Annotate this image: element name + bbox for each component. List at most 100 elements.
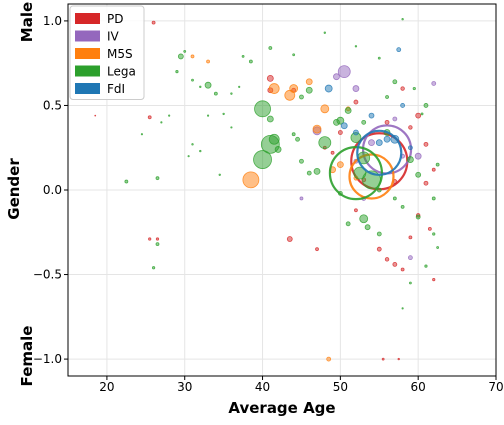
axes: 20 30 40 50 60 70 −1.0 −0.5 0.0 0.5 1.0 <box>33 3 504 394</box>
bubble-point-m5s <box>320 104 330 114</box>
bubble-point-iv <box>299 196 304 201</box>
bubble-point-lega <box>361 119 367 125</box>
bubble-point-pd <box>286 236 293 242</box>
bubble-point-lega <box>168 114 171 117</box>
bubble-point-pd <box>330 150 335 155</box>
y-tick-label: 1.0 <box>43 14 62 28</box>
bubble-point-lega <box>305 86 313 94</box>
bubble-point-m5s <box>326 356 332 362</box>
legend-label-iv: IV <box>107 30 120 44</box>
bubble-point-lega <box>354 45 358 48</box>
bubble-point-lega <box>292 53 296 57</box>
bubble-point-fdi <box>407 145 413 151</box>
bubble-point-lega <box>401 307 404 310</box>
y-tick-label: 0.5 <box>43 98 62 112</box>
bubble-point-lega <box>204 81 212 89</box>
bubbles <box>94 18 440 362</box>
bubble-point-fdi <box>368 112 375 119</box>
bubble-point-pd <box>148 237 152 241</box>
bubble-point-pd <box>337 130 343 135</box>
bubble-point-pd <box>353 99 359 105</box>
bubble-point-pd <box>147 115 152 120</box>
bubble-point-lega <box>420 112 424 116</box>
bubble-point-lega <box>400 205 405 209</box>
bubble-point-pd <box>392 261 398 267</box>
bubble-point-lega <box>175 70 179 74</box>
bubble-point-lega <box>152 266 156 270</box>
bubble-point-lega <box>206 114 210 117</box>
bubble-point-m5s <box>242 171 260 189</box>
bubble-point-pd <box>415 112 422 119</box>
bubble-point-lega <box>436 246 440 249</box>
legend-label-fdi: FdI <box>107 82 125 96</box>
bubble-point-iv <box>333 73 340 81</box>
bubble-point-m5s <box>190 54 195 59</box>
bubble-point-pd <box>423 141 429 147</box>
bubble-point-lega <box>241 55 245 58</box>
bubble-point-fdi <box>353 129 359 136</box>
bubble-point-lega <box>230 126 233 129</box>
bubble-point-lega <box>160 121 163 124</box>
bubble-point-pd <box>376 246 382 252</box>
bubble-point-pd <box>427 226 432 231</box>
bubble-point-iv <box>431 81 437 86</box>
bubble-point-lega <box>274 146 282 153</box>
bubble-point-iv <box>407 255 413 261</box>
bubble-point-pd <box>400 267 405 272</box>
bubble-point-lega <box>345 221 351 227</box>
bubble-point-pd <box>423 180 429 186</box>
legend-swatch-lega <box>75 65 100 77</box>
bubble-point-lega <box>268 46 273 50</box>
bubble-point-lega <box>359 214 369 224</box>
bubble-point-lega <box>328 145 384 201</box>
bubble-point-lega <box>306 170 312 176</box>
bubble-point-lega <box>213 91 218 96</box>
bubble-point-fdi <box>400 103 406 108</box>
bubble-point-lega <box>299 94 304 100</box>
bubble-point-lega <box>199 85 202 89</box>
bubble-point-lega <box>313 167 321 175</box>
bubble-point-fdi <box>324 84 333 93</box>
bubble-point-lega <box>183 49 187 53</box>
bubble-point-lega <box>392 196 397 201</box>
bubble-point-lega <box>253 150 272 169</box>
y-tick-label: −1.0 <box>33 352 62 366</box>
bubble-point-pd <box>408 125 413 130</box>
legend-swatch-iv <box>75 30 100 42</box>
bubble-point-pd <box>381 357 385 361</box>
bubble-point-iv <box>352 85 360 92</box>
bubble-point-lega <box>266 115 274 123</box>
bubble-point-lega <box>344 107 352 114</box>
bubble-point-pd <box>397 357 400 361</box>
bubble-point-lega <box>412 86 416 91</box>
bubble-point-fdi <box>340 122 348 130</box>
bubble-point-lega <box>424 264 428 268</box>
bubble-point-lega <box>140 133 144 136</box>
y-tick-label: 0.0 <box>43 183 62 197</box>
bubble-point-lega <box>187 155 190 158</box>
bubble-point-iv <box>414 152 422 160</box>
x-tick-label: 20 <box>99 380 114 394</box>
bubble-point-lega <box>364 224 371 231</box>
y-label-male: Male <box>18 2 36 42</box>
bubble-point-lega <box>248 59 253 64</box>
bubble-point-pd <box>266 75 274 82</box>
legend-label-lega: Lega <box>107 65 136 79</box>
bubble-point-lega <box>432 232 436 236</box>
bubble-point-pd <box>384 257 390 262</box>
bubble-point-pd <box>151 20 156 25</box>
bubble-point-pd <box>315 247 319 252</box>
bubble-point-fdi <box>356 129 403 176</box>
bubble-point-fdi <box>396 47 402 53</box>
bubble-point-lega <box>377 56 381 60</box>
bubble-point-lega <box>318 136 332 150</box>
legend-swatch-pd <box>75 13 100 24</box>
bubble-point-pd <box>384 119 390 125</box>
x-tick-label: 30 <box>177 380 192 394</box>
bubble-point-lega <box>218 173 221 176</box>
bubble-point-m5s <box>289 84 299 93</box>
bubble-point-m5s <box>268 83 280 94</box>
bubble-point-lega <box>408 281 412 285</box>
legend-label-pd: PD <box>107 12 123 26</box>
